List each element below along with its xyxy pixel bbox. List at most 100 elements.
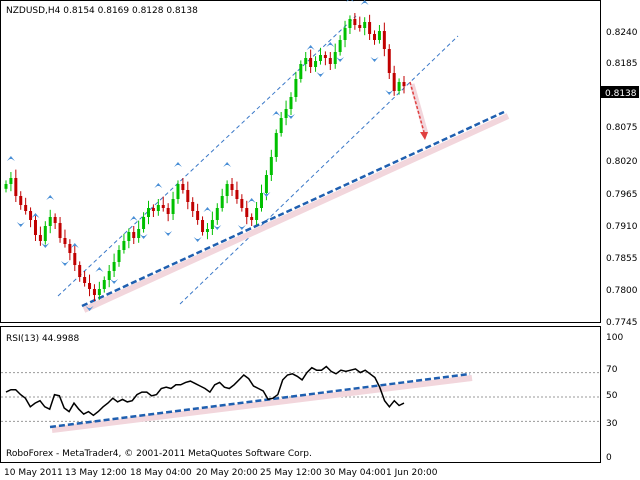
fractal-up-arrow	[6, 156, 15, 161]
rsi-line	[5, 365, 405, 417]
fractal-up-arrow	[345, 0, 354, 2]
bull-candle	[284, 109, 288, 118]
bear-candle	[166, 208, 170, 214]
bear-candle	[19, 196, 23, 205]
current-price-label: 0.8138	[605, 89, 637, 99]
bull-candle	[260, 193, 264, 208]
rsi-tick: 0	[606, 453, 612, 463]
bull-candle	[279, 118, 283, 133]
rsi-header: RSI(13) 44.9988	[6, 334, 79, 344]
bull-candle	[112, 262, 116, 271]
bull-candle	[43, 226, 47, 241]
bull-candle	[122, 241, 126, 250]
bull-candle	[142, 217, 146, 229]
bear-candle	[92, 289, 96, 295]
bull-candle	[294, 79, 298, 97]
bear-candle	[368, 22, 372, 34]
bear-candle	[33, 220, 37, 235]
bear-candle	[63, 238, 67, 244]
bear-candle	[230, 184, 234, 190]
bear-candle	[309, 58, 313, 67]
fractal-down-arrow	[237, 225, 246, 230]
time-axis: 10 May 2011 13 May 12:00 18 May 04:00 20…	[4, 468, 438, 478]
forecast-arrowhead	[420, 132, 428, 140]
bull-candle	[269, 157, 273, 175]
bull-candle	[9, 178, 13, 184]
price-axis: 0.8240 0.8185 0.8075 0.8020 0.7965 0.791…	[606, 28, 638, 328]
bull-candle	[318, 55, 322, 61]
price-tick: 0.7910	[606, 222, 638, 232]
fractal-up-arrow	[326, 42, 335, 47]
forecast-arrow-line	[409, 81, 425, 133]
bear-candle	[392, 73, 396, 91]
time-tick: 1 Jun 20:00	[386, 468, 438, 478]
bear-candle	[29, 211, 33, 220]
bull-candle	[107, 271, 111, 280]
fractal-down-arrow	[193, 237, 202, 242]
bull-candle	[205, 229, 209, 232]
bear-candle	[191, 202, 195, 211]
bear-candle	[250, 217, 254, 220]
bull-candle	[210, 220, 214, 229]
bull-candle	[117, 250, 121, 262]
fractal-up-arrow	[360, 0, 369, 5]
fractal-down-arrow	[213, 225, 222, 230]
fractal-up-arrow	[154, 183, 163, 188]
time-tick: 25 May 12:00	[260, 468, 322, 478]
time-tick: 10 May 2011	[4, 468, 63, 478]
candlestick-series	[4, 13, 406, 301]
bear-candle	[373, 34, 377, 40]
rsi-trendline	[49, 372, 471, 429]
rsi-trendline-shadow	[51, 375, 473, 433]
bear-candle	[387, 49, 391, 73]
trendline-layer	[49, 15, 510, 433]
price-tick: 0.8020	[606, 157, 638, 167]
bull-candle	[397, 82, 401, 91]
fractal-up-arrow	[70, 243, 79, 248]
bull-candle	[274, 133, 278, 157]
bull-candle	[338, 40, 342, 52]
support-trendline	[81, 110, 505, 308]
bear-candle	[240, 199, 244, 208]
price-tick: 0.7855	[606, 254, 638, 264]
bear-candle	[24, 205, 28, 211]
bull-candle	[156, 205, 160, 211]
bull-candle	[377, 31, 381, 40]
forecast-arrow-shadow	[409, 83, 429, 135]
time-tick: 13 May 12:00	[65, 468, 127, 478]
bear-candle	[245, 208, 249, 217]
main-chart-header: NZDUSD,H4 0.8154 0.8169 0.8128 0.8138	[6, 6, 198, 16]
rsi-axis: 100 70 50 30 0	[606, 333, 623, 463]
bear-candle	[402, 82, 406, 87]
bear-candle	[201, 220, 205, 232]
fractal-down-arrow	[60, 261, 69, 266]
bear-candle	[88, 283, 92, 289]
bull-candle	[304, 58, 308, 64]
price-tick: 0.7965	[606, 190, 638, 200]
fractal-up-arrow	[247, 198, 256, 203]
fractal-down-arrow	[85, 306, 94, 311]
price-tick: 0.7745	[606, 318, 638, 328]
fractal-up-arrow	[203, 207, 212, 212]
fractal-up-arrow	[173, 162, 182, 167]
bull-candle	[171, 199, 175, 214]
fractal-down-arrow	[41, 243, 50, 248]
fractal-up-arrow	[95, 267, 104, 272]
bull-candle	[220, 196, 224, 208]
bear-candle	[196, 211, 200, 220]
upper-channel-line	[57, 15, 357, 297]
bull-candle	[348, 19, 352, 28]
bear-candle	[186, 190, 190, 202]
copyright-footer: RoboForex - MetaTrader4, © 2001-2011 Met…	[6, 449, 312, 459]
time-tick: 30 May 04:00	[324, 468, 386, 478]
fractal-down-arrow	[262, 192, 271, 197]
bull-candle	[4, 184, 8, 189]
bear-candle	[323, 55, 327, 58]
fractal-down-arrow	[385, 90, 394, 95]
price-tick: 0.8185	[606, 59, 638, 69]
bear-candle	[353, 19, 357, 25]
lower-channel-line	[179, 35, 459, 305]
price-tick: 0.8075	[606, 123, 638, 133]
